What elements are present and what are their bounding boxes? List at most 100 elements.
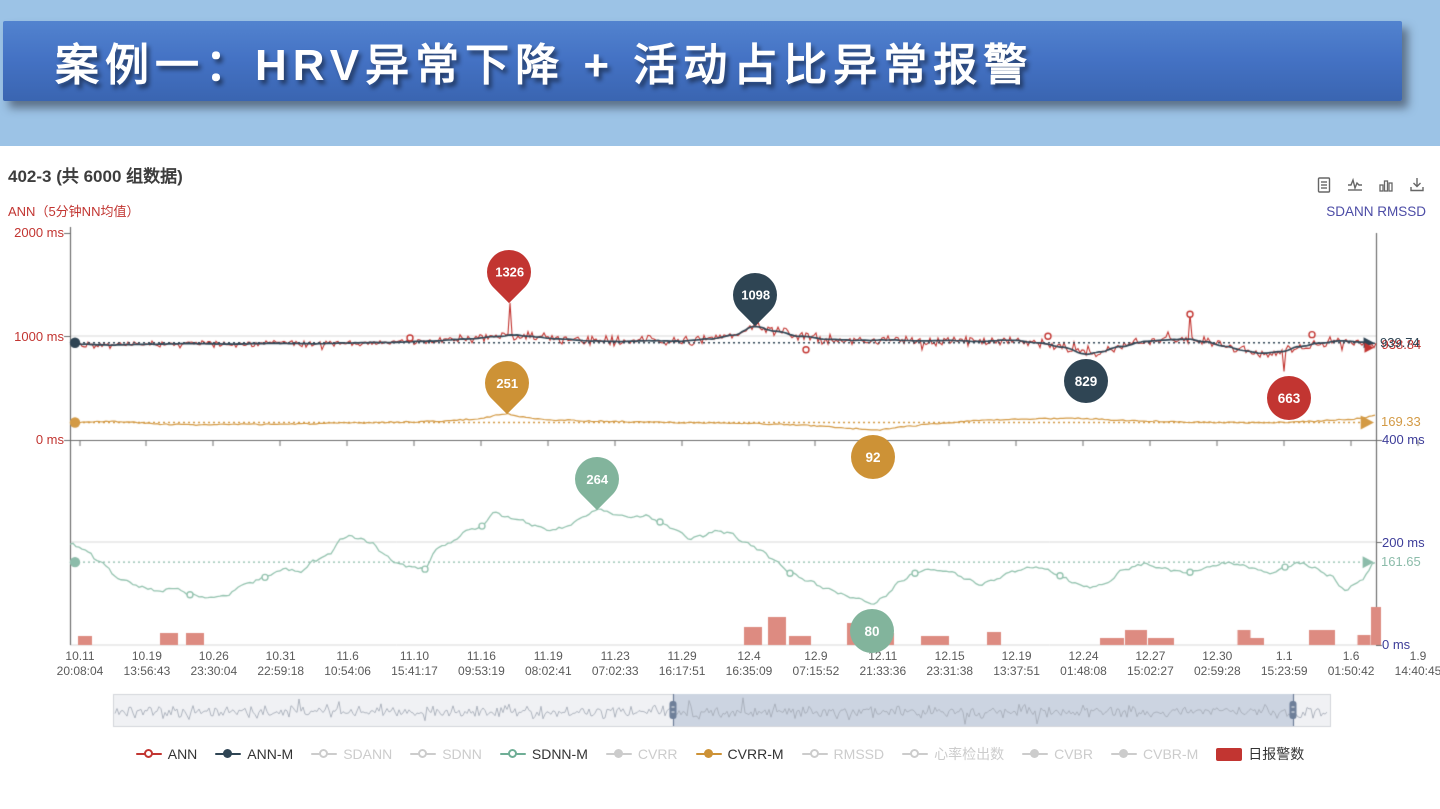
x-label-date: 11.19 [533, 649, 563, 663]
x-label-time: 09:53:19 [458, 664, 505, 678]
x-label-time: 23:31:38 [926, 664, 974, 678]
legend-label: CVBR [1054, 746, 1094, 762]
legend-line-swatch [801, 748, 828, 761]
x-axis-label: 10.26 23:30:04 [168, 649, 260, 679]
x-label-time: 15:02:27 [1127, 664, 1174, 678]
legend-item-[interactable]: 心率检出数 [902, 744, 1004, 764]
x-axis-label: 11.10 15:41:17 [369, 649, 461, 679]
legend-label: SDNN [442, 746, 482, 762]
legend-item-SDNN-M[interactable]: SDNN-M [499, 746, 588, 762]
x-label-time: 07:02:33 [591, 664, 639, 678]
x-axis-label: 12.24 01:48:08 [1038, 649, 1130, 679]
legend-label: ANN-M [247, 746, 294, 762]
marker-value: 1326 [494, 264, 524, 280]
x-label-time: 15:41:17 [391, 664, 438, 678]
datazoom-right-handle[interactable] [1288, 698, 1300, 722]
legend-line-swatch [1111, 748, 1138, 761]
x-label-date: 12.24 [1068, 649, 1099, 663]
x-axis-label: 1.9 14:40:45 [1372, 649, 1440, 679]
legend-label: SDNN-M [531, 746, 588, 762]
x-label-date: 12.30 [1202, 649, 1233, 663]
x-label-time: 16:35:09 [725, 664, 773, 678]
x-label-date: 12.19 [1001, 649, 1032, 663]
marker-value: 1098 [740, 287, 770, 303]
markline-value-label: 938.84 [1381, 336, 1422, 352]
legend-label: CVBR-M [1143, 746, 1199, 762]
x-axis-label: 10.11 20:08:04 [34, 649, 126, 679]
x-axis-label: 1.1 15:23:59 [1238, 649, 1330, 679]
x-axis-label: 12.19 13:37:51 [971, 649, 1063, 679]
title-banner: 案例一：HRV异常下降 + 活动占比异常报警 [3, 21, 1402, 101]
legend-item-RMSSD[interactable]: RMSSD [801, 746, 884, 762]
min-marker-circle: 829 [1064, 359, 1108, 404]
x-label-date: 11.16 [466, 649, 496, 663]
legend-line-swatch [410, 748, 437, 761]
x-axis-label: 12.4 16:35:09 [703, 649, 795, 679]
download-icon[interactable] [1408, 176, 1426, 194]
legend-item-[interactable]: 日报警数 [1216, 744, 1304, 764]
legend-item-CVRR-M[interactable]: CVRR-M [695, 746, 784, 762]
x-axis-label: 11.19 08:02:41 [502, 649, 594, 679]
legend-line-swatch [215, 748, 242, 761]
legend-line-swatch [499, 748, 526, 761]
x-label-time: 15:23:59 [1260, 664, 1308, 678]
x-label-date: 1.6 [1342, 649, 1360, 663]
x-label-date: 1.9 [1409, 649, 1427, 663]
x-label-time: 23:30:04 [190, 664, 238, 678]
selected-metrics-note: SDANN RMSSD [1326, 204, 1426, 219]
legend-label: 心率检出数 [934, 746, 1005, 762]
x-label-time: 01:48:08 [1060, 664, 1107, 678]
x-label-time: 01:50:42 [1327, 664, 1375, 678]
x-label-time: 07:15:52 [792, 664, 840, 678]
y-axis-right-label: 0 ms [1382, 637, 1411, 652]
legend-line-swatch [902, 748, 929, 761]
marker-value: 264 [586, 471, 608, 487]
legend-label: CVRR-M [727, 746, 784, 762]
line-chart-icon[interactable] [1346, 176, 1364, 194]
x-label-date: 11.23 [600, 649, 630, 663]
x-axis-label: 11.16 09:53:19 [435, 649, 527, 679]
x-label-date: 10.19 [131, 649, 162, 663]
legend-item-CVBR[interactable]: CVBR [1022, 746, 1093, 762]
x-label-time: 02:59:28 [1193, 664, 1241, 678]
legend-label: CVRR [637, 746, 678, 762]
legend-line-swatch [695, 748, 722, 761]
x-axis-label: 11.23 07:02:33 [569, 649, 661, 679]
markline-value-label: 161.65 [1381, 554, 1421, 570]
legend-item-ANN-M[interactable]: ANN-M [215, 746, 293, 762]
data-view-icon[interactable] [1315, 176, 1333, 194]
min-marker-circle: 80 [850, 609, 894, 653]
legend-bar-swatch [1216, 747, 1243, 761]
x-label-date: 12.4 [737, 649, 761, 663]
legend-label: ANN [167, 746, 198, 762]
bar-chart-icon[interactable] [1377, 176, 1395, 194]
datazoom-left-handle[interactable] [668, 698, 680, 722]
dataset-title: 402-3 (共 6000 组数据) [8, 167, 183, 186]
x-label-date: 1.1 [1275, 649, 1293, 663]
legend-item-SDANN[interactable]: SDANN [311, 746, 392, 762]
legend-item-SDNN[interactable]: SDNN [410, 746, 482, 762]
legend-item-CVBR-M[interactable]: CVBR-M [1111, 746, 1198, 762]
y-axis-right-label: 400 ms [1382, 432, 1425, 447]
x-axis-label: 12.15 23:31:38 [904, 649, 996, 679]
x-label-date: 12.9 [804, 649, 828, 663]
x-axis-label: 12.30 02:59:28 [1171, 649, 1263, 679]
page-title: 案例一：HRV异常下降 + 活动占比异常报警 [55, 41, 1034, 90]
x-label-time: 20:08:04 [56, 664, 104, 678]
x-label-time: 08:02:41 [524, 664, 572, 678]
datazoom-slider[interactable] [113, 694, 1330, 726]
x-label-date: 12.15 [934, 649, 965, 663]
y-axis-title: ANN（5分钟NN均值） [8, 204, 140, 219]
x-label-time: 16:17:51 [658, 664, 706, 678]
legend-line-swatch [311, 748, 338, 761]
legend-item-CVRR[interactable]: CVRR [605, 746, 678, 762]
legend-item-ANN[interactable]: ANN [135, 746, 198, 762]
chart-toolbox [1315, 176, 1426, 194]
legend-line-swatch [135, 748, 162, 761]
x-axis-label: 10.19 13:56:43 [101, 649, 193, 679]
chart-legend: ANN ANN-M SDANN SDNN SDNN-M CVRR CVRR-M RMSSD 心率… [0, 744, 1440, 764]
y-axis-left-label: 0 ms [35, 432, 64, 447]
markline-value-label: 939.74 [1380, 334, 1420, 350]
x-label-time: 21:33:36 [859, 664, 907, 678]
